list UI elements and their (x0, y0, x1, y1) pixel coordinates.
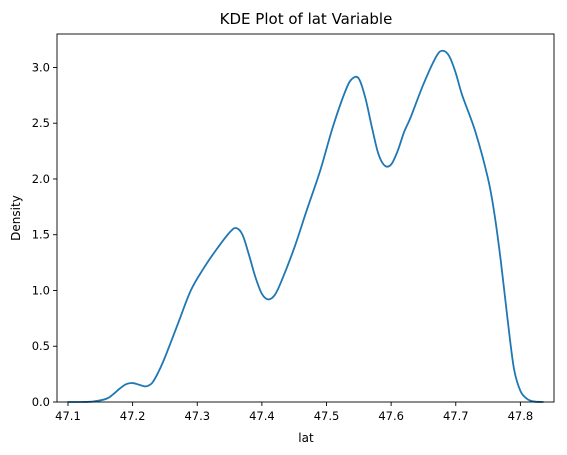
x-tick-label: 47.5 (314, 409, 340, 423)
x-tick-label: 47.1 (55, 409, 81, 423)
y-axis-label: Density (9, 195, 23, 241)
chart-title: KDE Plot of lat Variable (220, 10, 393, 28)
x-tick-label: 47.8 (508, 409, 534, 423)
y-tick-label: 2.0 (32, 172, 50, 186)
y-tick-label: 1.5 (32, 228, 50, 242)
x-tick-label: 47.4 (249, 409, 275, 423)
x-axis-label: lat (298, 431, 314, 445)
y-tick-label: 1.0 (32, 283, 50, 297)
kde-density-line (67, 49, 544, 403)
x-axis-ticks: 47.1 47.2 47.3 47.4 47.5 47.6 47.7 47.8 (55, 402, 533, 423)
y-tick-label: 0.0 (32, 395, 50, 409)
y-tick-label: 2.5 (32, 116, 50, 130)
y-tick-label: 0.5 (32, 339, 50, 353)
x-tick-label: 47.3 (184, 409, 210, 423)
plot-frame (56, 33, 555, 403)
x-tick-label: 47.7 (443, 409, 469, 423)
y-axis-ticks: 0.0 0.5 1.0 1.5 2.0 2.5 3.0 (32, 60, 57, 409)
y-tick-label: 3.0 (32, 60, 50, 74)
x-tick-label: 47.2 (120, 409, 146, 423)
x-tick-label: 47.6 (378, 409, 404, 423)
